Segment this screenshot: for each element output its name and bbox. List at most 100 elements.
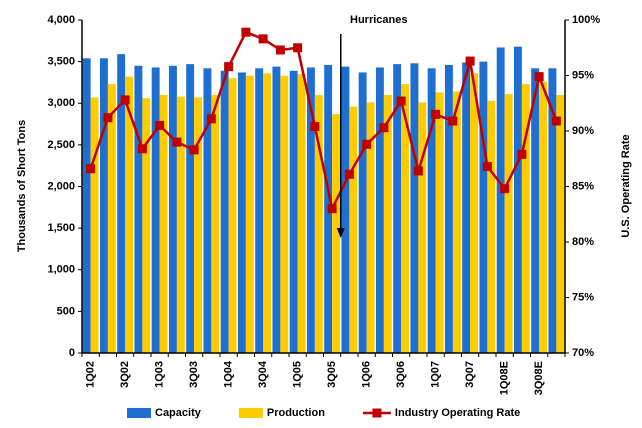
y2-tick-label: 90% <box>572 125 594 137</box>
rate-marker <box>86 164 96 174</box>
x-tick-label: 3Q04 <box>257 360 269 388</box>
rate-marker <box>534 72 544 82</box>
x-tick-label: 1Q07 <box>430 361 442 388</box>
y-tick-label: 2,500 <box>47 139 75 151</box>
y-tick-label: 3,500 <box>47 56 75 68</box>
bar <box>539 81 548 353</box>
y2-tick-label: 70% <box>572 347 594 359</box>
legend-marker <box>372 408 382 418</box>
bar <box>418 102 427 353</box>
bar <box>479 61 488 353</box>
bar <box>314 94 323 354</box>
y-tick-label: 1,000 <box>47 264 75 276</box>
legend-label: Capacity <box>155 407 202 419</box>
bar <box>134 65 143 353</box>
rate-marker <box>396 96 406 106</box>
y2-tick-label: 80% <box>572 236 594 248</box>
y-axis-label: Thousands of Short Tons <box>16 120 28 252</box>
legend-swatch <box>127 408 151 418</box>
rate-marker <box>241 27 251 37</box>
bar <box>99 58 108 354</box>
bar <box>366 102 375 353</box>
bar <box>556 94 565 354</box>
rate-marker <box>172 137 182 147</box>
annotation-arrowhead <box>336 228 345 238</box>
bar <box>194 97 203 353</box>
bar <box>306 67 315 353</box>
x-tick-label: 3Q03 <box>188 361 200 388</box>
rate-marker <box>551 116 561 126</box>
bar <box>452 91 461 353</box>
bar <box>383 94 392 354</box>
bar <box>401 84 410 353</box>
bar <box>237 72 246 353</box>
bar <box>358 72 367 353</box>
rate-marker <box>275 45 285 55</box>
rate-marker <box>224 62 234 72</box>
bar <box>151 67 160 353</box>
y-tick-label: 4,000 <box>47 14 75 26</box>
rate-marker <box>413 166 423 176</box>
bar <box>263 73 272 353</box>
x-tick-label: 1Q02 <box>85 361 97 388</box>
rate-marker <box>206 114 216 124</box>
bar <box>435 92 444 354</box>
x-tick-label: 3Q02 <box>119 361 131 388</box>
y-tick-label: 500 <box>57 305 75 317</box>
legend-label: Production <box>267 407 325 419</box>
bar <box>487 100 496 353</box>
bar <box>211 94 220 354</box>
x-tick-label: 1Q08E <box>499 361 511 395</box>
bar <box>117 54 126 353</box>
rate-marker <box>500 184 510 194</box>
bar <box>521 84 530 353</box>
y2-tick-label: 75% <box>572 291 594 303</box>
bar <box>142 98 151 353</box>
x-tick-label: 1Q04 <box>223 360 235 388</box>
x-tick-label: 3Q08E <box>533 361 545 395</box>
rate-marker <box>155 120 165 130</box>
bar <box>203 68 212 353</box>
bar <box>393 64 402 353</box>
rate-marker <box>310 122 320 132</box>
bar <box>548 68 557 353</box>
y-tick-label: 1,500 <box>47 222 75 234</box>
x-tick-label: 3Q07 <box>464 361 476 388</box>
bar <box>176 96 185 353</box>
y2-axis-label: U.S. Operating Rate <box>620 134 632 237</box>
bar <box>220 70 229 353</box>
bar <box>90 97 99 353</box>
bar <box>159 94 168 354</box>
bar <box>186 64 195 353</box>
rate-marker <box>431 109 441 119</box>
rate-marker <box>103 113 113 123</box>
rate-marker <box>344 169 354 179</box>
bar <box>513 46 522 353</box>
annotation: Hurricanes <box>350 14 407 26</box>
bar <box>410 63 419 353</box>
y-tick-label: 0 <box>69 347 75 359</box>
y2-tick-label: 95% <box>572 69 594 81</box>
bar <box>125 76 134 354</box>
rate-marker <box>362 139 372 149</box>
y2-tick-label: 100% <box>572 14 600 26</box>
bar <box>168 65 177 353</box>
y2-tick-label: 85% <box>572 180 594 192</box>
bar <box>245 75 254 353</box>
x-tick-label: 1Q05 <box>292 361 304 388</box>
rate-marker <box>258 34 268 44</box>
bar <box>332 114 341 353</box>
bar <box>375 67 384 353</box>
rate-marker <box>293 43 303 53</box>
bar <box>297 74 306 354</box>
legend-label: Industry Operating Rate <box>395 407 520 419</box>
rate-marker <box>482 162 492 172</box>
bar <box>280 75 289 353</box>
rate-marker <box>327 204 337 214</box>
x-tick-label: 1Q03 <box>154 361 166 388</box>
rate-marker <box>448 116 458 126</box>
bar <box>531 68 540 353</box>
y-tick-label: 2,000 <box>47 180 75 192</box>
y-tick-label: 3,000 <box>47 97 75 109</box>
rate-marker <box>517 149 527 159</box>
